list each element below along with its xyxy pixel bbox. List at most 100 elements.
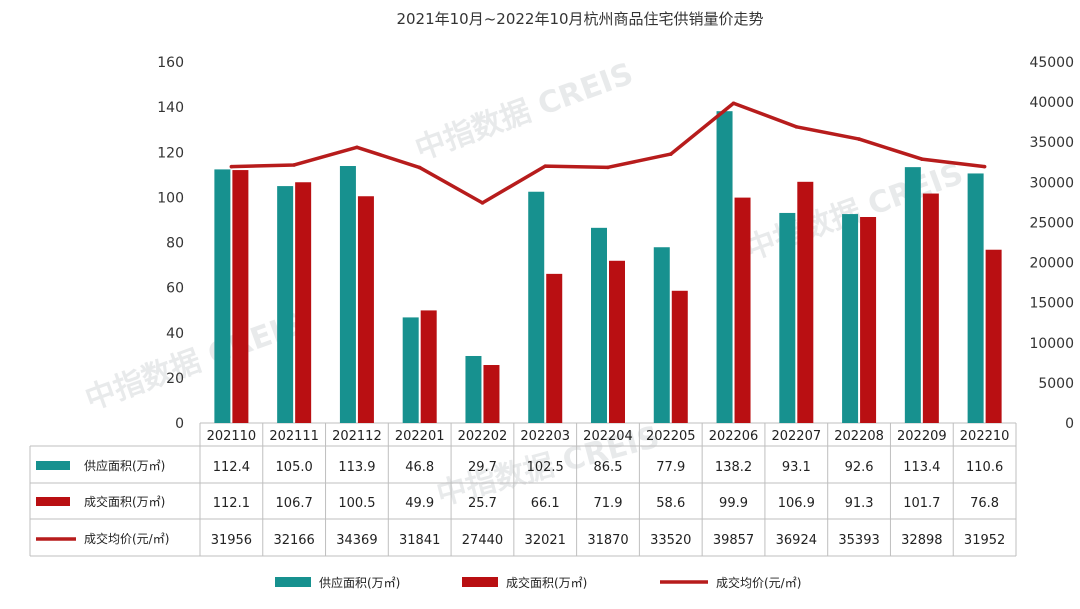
table-row-label: 成交面积(万㎡) <box>84 494 165 509</box>
price-point <box>794 124 799 129</box>
table-cell: 106.7 <box>276 496 313 511</box>
table-cell: 105.0 <box>276 460 313 475</box>
legend-item-label: 成交均价(元/㎡) <box>716 575 801 590</box>
price-line-layer <box>229 101 987 205</box>
table-cell: 99.9 <box>719 496 748 511</box>
category-label: 202210 <box>960 429 1010 444</box>
deal-area-bar <box>420 310 437 423</box>
price-point <box>229 164 234 169</box>
table-cell: 35393 <box>838 533 879 548</box>
category-label: 202202 <box>458 429 508 444</box>
table-cell: 25.7 <box>468 496 497 511</box>
legend-item-label: 成交面积(万㎡) <box>506 575 587 590</box>
bar-layer <box>214 111 1002 423</box>
table-cell: 71.9 <box>594 496 623 511</box>
right-axis-tick: 25000 <box>1029 215 1074 231</box>
table-cell: 112.4 <box>213 460 250 475</box>
table-grid <box>29 422 1017 557</box>
data-table: 202110 202111 202112 202201 202202 202203 2022… <box>36 429 1009 548</box>
table-cell: 39857 <box>713 533 754 548</box>
deal-row-marker <box>36 497 70 506</box>
right-axis: 0 5000 10000 15000 20000 25000 30000 35000 40000… <box>1029 55 1074 432</box>
category-label: 202207 <box>771 429 821 444</box>
legend-item-label: 供应面积(万㎡) <box>319 575 400 590</box>
deal-area-bar <box>483 365 500 423</box>
deal-area-bar <box>985 249 1002 423</box>
supply-bar <box>591 227 607 423</box>
deal-area-bar <box>357 196 374 423</box>
table-cell: 76.8 <box>970 496 999 511</box>
supply-row-marker <box>36 461 70 470</box>
left-axis-tick: 140 <box>157 100 184 116</box>
right-axis-tick: 20000 <box>1029 256 1074 272</box>
legend-swatch <box>275 577 311 587</box>
category-label: 202203 <box>520 429 570 444</box>
deal-area-bar <box>295 182 312 423</box>
category-label: 202112 <box>332 429 382 444</box>
category-label: 202201 <box>395 429 445 444</box>
table-cell: 33520 <box>650 533 691 548</box>
left-axis-tick: 60 <box>166 281 184 297</box>
supply-bar <box>653 247 670 423</box>
category-label: 202111 <box>269 429 319 444</box>
category-label: 202205 <box>646 429 696 444</box>
table-cell: 31952 <box>964 533 1005 548</box>
right-axis-tick: 35000 <box>1029 135 1074 151</box>
legend-swatch <box>462 577 498 587</box>
supply-bar <box>214 169 231 423</box>
price-point <box>606 165 610 170</box>
price-point <box>417 165 422 170</box>
supply-bar <box>842 214 859 423</box>
left-axis-tick: 20 <box>166 371 184 387</box>
table-cell: 27440 <box>462 533 503 548</box>
supply-bar <box>779 212 796 423</box>
deal-area-bar <box>860 217 877 423</box>
chart-title: 2021年10月~2022年10月杭州商品住宅供销量价走势 <box>396 10 763 28</box>
left-axis-tick: 120 <box>157 145 184 161</box>
table-row-label: 成交均价(元/㎡) <box>84 531 169 546</box>
table-cell: 36924 <box>776 533 817 548</box>
table-cell: 92.6 <box>845 460 874 475</box>
left-axis-tick: 80 <box>166 236 184 252</box>
table-cell: 32166 <box>273 533 314 548</box>
left-axis: 0 20 40 60 80 100 120 140 160 <box>157 55 184 432</box>
supply-bar <box>402 317 419 423</box>
deal-area-bar <box>609 260 625 423</box>
right-axis-tick: 0 <box>1065 416 1074 432</box>
price-point <box>292 163 296 167</box>
supply-bar <box>465 355 482 423</box>
table-cell: 91.3 <box>845 496 874 511</box>
left-axis-tick: 160 <box>157 55 184 71</box>
price-point <box>982 164 987 169</box>
right-axis-tick: 30000 <box>1029 175 1074 191</box>
table-cell: 32898 <box>901 533 942 548</box>
table-cell: 110.6 <box>966 460 1003 475</box>
right-axis-tick: 40000 <box>1029 95 1074 111</box>
table-cell: 49.9 <box>405 496 434 511</box>
table-cell: 86.5 <box>594 460 623 475</box>
table-cell: 58.6 <box>656 496 685 511</box>
supply-bar <box>967 173 984 423</box>
table-cell: 32021 <box>525 533 566 548</box>
table-cell: 113.9 <box>338 460 375 475</box>
category-label: 202204 <box>583 429 633 444</box>
table-cell: 66.1 <box>531 496 560 511</box>
deal-area-bar <box>546 273 563 423</box>
right-axis-tick: 45000 <box>1029 55 1074 71</box>
deal-area-bar <box>922 193 939 423</box>
table-cell: 93.1 <box>782 460 811 475</box>
supply-bar <box>904 167 921 423</box>
table-cell: 29.7 <box>468 460 497 475</box>
table-cell: 106.9 <box>778 496 815 511</box>
table-cell: 138.2 <box>715 460 752 475</box>
table-cell: 31841 <box>399 533 440 548</box>
table-row-label: 供应面积(万㎡) <box>84 458 165 473</box>
category-label: 202209 <box>897 429 947 444</box>
table-cell: 46.8 <box>405 460 434 475</box>
watermark-text: 中指数据 CREIS <box>81 306 308 417</box>
table-cell: 102.5 <box>527 460 564 475</box>
left-axis-tick: 40 <box>166 326 184 342</box>
supply-bar <box>277 186 294 423</box>
